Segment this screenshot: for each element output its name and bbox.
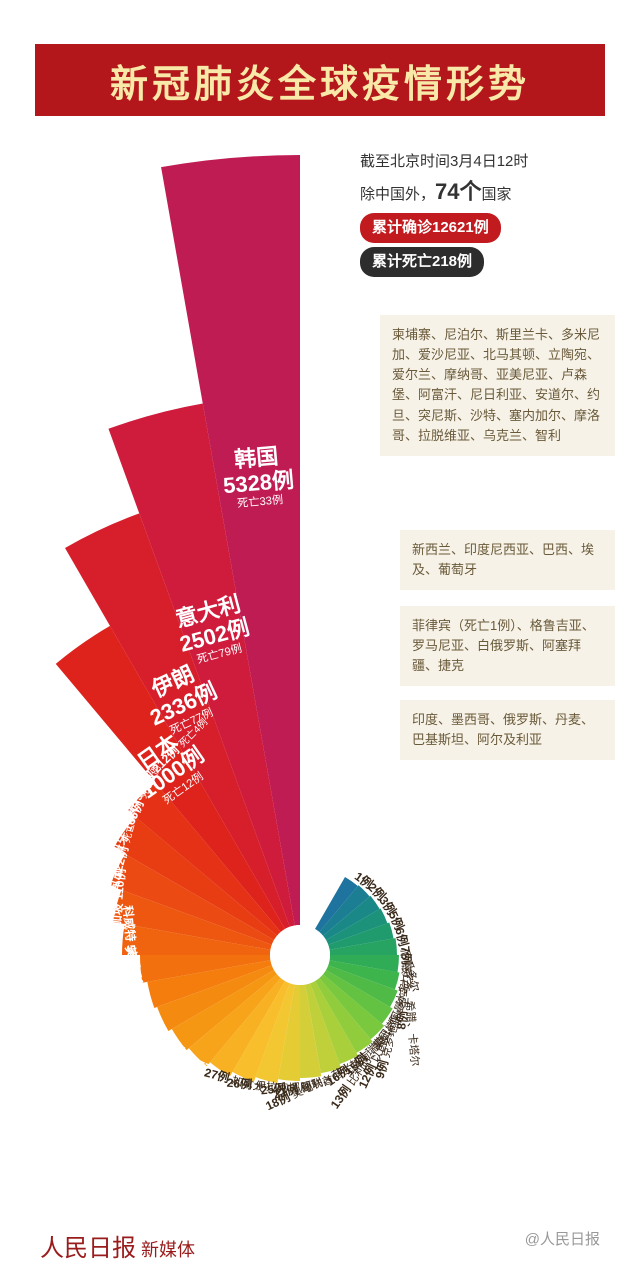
footer-source: 人民日报 新媒体 [40, 1228, 195, 1263]
info-box-0: 柬埔寨、尼泊尔、斯里兰卡、多米尼加、爱沙尼亚、北马其顿、立陶宛、爱尔兰、摩纳哥、… [380, 315, 615, 456]
footer-sub: 新媒体 [141, 1240, 195, 1260]
radial-chart: 韩国5328例死亡33例意大利2502例死亡79例伊朗2336例死亡77例日本1… [0, 0, 640, 1285]
footer-brand: 人民日报 [40, 1236, 136, 1262]
info-box-1: 新西兰、印度尼西亚、巴西、埃及、葡萄牙 [400, 530, 615, 590]
footer-handle: @人民日报 [525, 1228, 600, 1263]
label-韩国: 韩国5328例死亡33例 [220, 442, 296, 511]
info-box-2: 菲律宾（死亡1例）、格鲁吉亚、罗马尼亚、白俄罗斯、阿塞拜疆、捷克 [400, 606, 615, 686]
info-box-3: 印度、墨西哥、俄罗斯、丹麦、巴基斯坦、阿尔及利亚 [400, 700, 615, 760]
footer: 人民日报 新媒体 @人民日报 [0, 1228, 640, 1263]
